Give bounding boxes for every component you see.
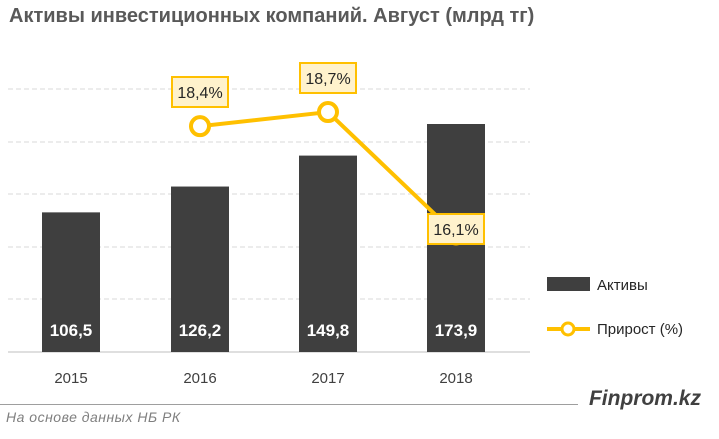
brand-logo: Finprom.kz bbox=[588, 387, 701, 410]
bar-value-label-2015: 106,5 bbox=[50, 321, 93, 340]
growth-label-2016: 18,4% bbox=[177, 85, 222, 102]
bar-value-label-2016: 126,2 bbox=[179, 321, 222, 340]
footer-divider bbox=[0, 404, 578, 405]
x-tick-label-2015: 2015 bbox=[54, 370, 87, 387]
growth-label-2018: 16,1% bbox=[433, 222, 478, 239]
legend-bar-swatch bbox=[547, 277, 590, 291]
legend-label-bars: Активы bbox=[597, 277, 648, 294]
x-tick-label-2016: 2016 bbox=[183, 370, 216, 387]
source-note: На основе данных НБ РК bbox=[6, 409, 181, 425]
bar-2015 bbox=[42, 212, 100, 352]
bar-2017 bbox=[299, 155, 357, 352]
chart-title: Активы инвестиционных компаний. Август (… bbox=[9, 5, 535, 27]
legend-line-marker bbox=[560, 321, 576, 337]
bar-2016 bbox=[171, 186, 229, 352]
x-tick-label-2017: 2017 bbox=[311, 370, 344, 387]
legend-label-growth: Прирост (%) bbox=[597, 321, 683, 338]
growth-label-box-2018 bbox=[427, 213, 485, 245]
growth-label-box-2016 bbox=[171, 76, 229, 108]
growth-marker-2017 bbox=[317, 101, 339, 124]
bar-value-label-2017: 149,8 bbox=[307, 321, 350, 340]
bar-value-label-2018: 173,9 bbox=[435, 321, 478, 340]
growth-label-box-2017 bbox=[299, 62, 357, 94]
x-tick-label-2018: 2018 bbox=[439, 370, 472, 387]
growth-label-2017: 18,7% bbox=[305, 71, 350, 88]
growth-marker-2016 bbox=[189, 115, 211, 138]
